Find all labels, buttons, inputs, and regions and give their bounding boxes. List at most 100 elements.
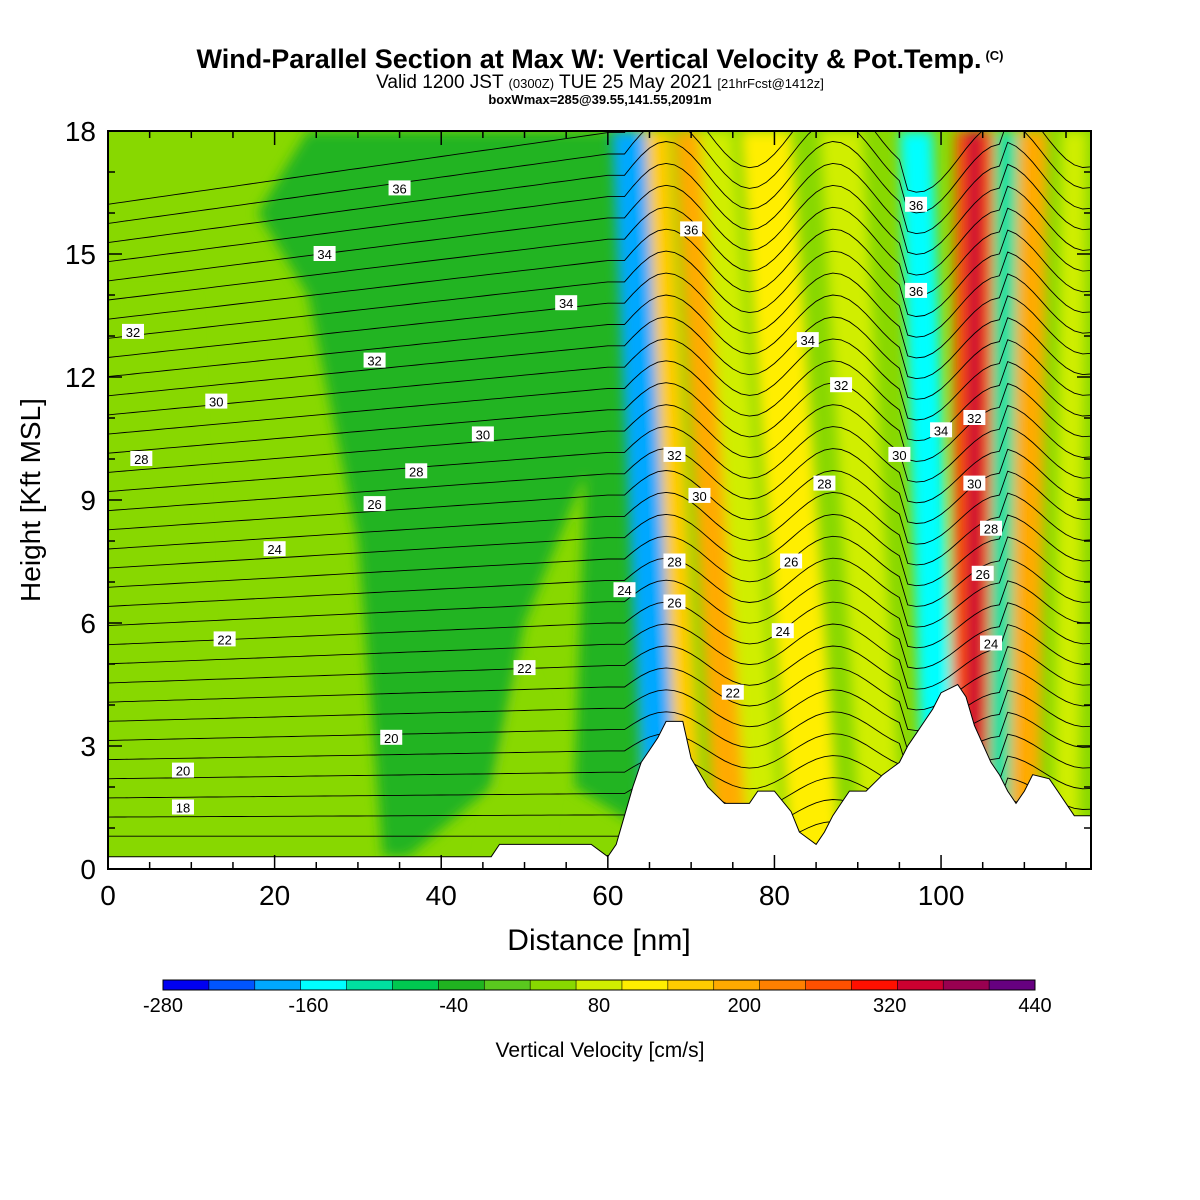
vv-band-5 [741,131,842,869]
theta-contour [108,404,1091,483]
theta-contour [108,645,1091,711]
colorbar-swatch [851,980,898,990]
field-patch-center [257,131,625,857]
theta-label: 28 [980,520,1003,537]
x-axis-label: Distance [nm] [507,924,690,957]
colorbar-swatch [208,980,256,990]
colorbar-swatch [530,980,577,990]
field-patch-west [108,295,208,705]
theta-label: 28 [130,451,153,467]
theta-label: 24 [613,582,636,598]
theta-contour [108,470,1091,545]
theta-label: 30 [888,446,911,463]
theta-contour [108,162,1091,263]
theta-label-text: 36 [684,222,698,237]
theta-label: 20 [380,729,403,746]
colorbar-tick-label: -40 [439,995,468,1017]
x-tick-label: 40 [426,880,457,911]
theta-label-text: 24 [617,583,631,598]
contour-labels: 36 34 34 32 32 30 30 28 28 26 24 24 22 22 20 20 18 36 36 36… [121,180,1003,816]
vv-band-4 [699,131,783,869]
field-patch-low [482,664,558,857]
theta-label: 36 [905,196,928,213]
y-tick-label: 12 [65,362,96,393]
box-max-info: boxWmax=285@39.55,141.55,2091m [488,92,712,107]
theta-label-text: 18 [176,801,190,816]
colorbar-tick-label: 320 [873,995,906,1017]
theta-label: 34 [555,295,578,311]
theta-contour [108,206,1091,301]
valid-time-line: Valid 1200 JST (0300Z) TUE 25 May 2021 [… [0,72,1200,94]
theta-label-text: 26 [367,497,381,512]
theta-label: 24 [771,623,794,639]
y-tick-label: 18 [65,116,96,147]
theta-label-text: 30 [892,448,906,463]
theta-label: 24 [263,541,286,557]
theta-contour [108,141,1091,244]
theta-contour [108,250,1091,339]
theta-label-text: 32 [667,448,681,463]
colorbar-swatch [989,980,1036,990]
theta-label: 26 [663,594,686,611]
theta-label-text: 30 [209,395,223,410]
y-axis-label: Height [Kft MSL] [15,398,46,602]
theta-label-text: 26 [667,596,681,611]
theta-contour [108,184,1091,282]
theta-label: 26 [971,565,994,582]
vv-band-2 [645,131,704,869]
theta-contour [108,579,1091,649]
theta-contour [108,557,1091,628]
theta-label: 32 [663,446,686,463]
theta-label-text: 36 [392,181,406,196]
theta-label-text: 20 [176,764,190,779]
x-tick-label: 60 [592,880,623,911]
theta-label-text: 26 [975,567,989,582]
colorbar-swatch [897,980,944,990]
colorbar-swatch [438,980,485,990]
theta-label: 32 [121,323,144,340]
theta-label: 22 [721,684,744,701]
theta-label: 32 [963,410,986,426]
theta-contour [108,294,1091,380]
theta-label-text: 24 [776,624,790,639]
theta-label: 30 [688,487,711,504]
theta-label: 36 [388,180,411,196]
theta-contour [108,623,1091,690]
colorbar-tick-label: 80 [588,995,610,1017]
theta-contour [108,513,1091,587]
theta-contour [108,426,1091,504]
colorbar-tick-label: 440 [1018,995,1051,1017]
theta-label: 30 [963,475,986,492]
y-tick-label: 0 [80,854,96,885]
theta-label: 32 [830,377,853,393]
theta-label: 34 [796,332,819,348]
colorbar-label: Vertical Velocity [cm/s] [496,1039,705,1062]
theta-contour [108,382,1091,462]
theta-label: 32 [363,352,386,369]
terrain [107,683,1092,870]
colorbar-swatch [346,980,393,990]
colorbar-swatch [667,980,715,990]
theta-label-text: 32 [834,378,848,393]
theta-label-text: 32 [126,325,140,340]
chart-title-text: Wind-Parallel Section at Max W: Vertical… [196,44,982,74]
theta-label: 36 [905,282,928,299]
theta-label: 30 [471,426,494,442]
vv-band-3 [674,131,750,869]
y-tick-label: 3 [80,731,96,762]
theta-label-text: 32 [967,411,981,426]
theta-label: 34 [313,246,336,262]
theta-label: 26 [363,496,386,512]
x-tick-label: 0 [100,880,116,911]
theta-label-text: 28 [667,555,681,570]
theta-contour [108,131,1091,205]
theta-label-text: 34 [317,247,331,262]
theta-label: 28 [663,553,686,570]
theta-label-text: 22 [726,686,740,701]
theta-label-text: 28 [817,477,831,492]
colorbar-swatch [484,980,531,990]
theta-label: 18 [171,799,194,816]
vv-band-6 [820,131,904,869]
colorbar-swatch [163,980,210,990]
